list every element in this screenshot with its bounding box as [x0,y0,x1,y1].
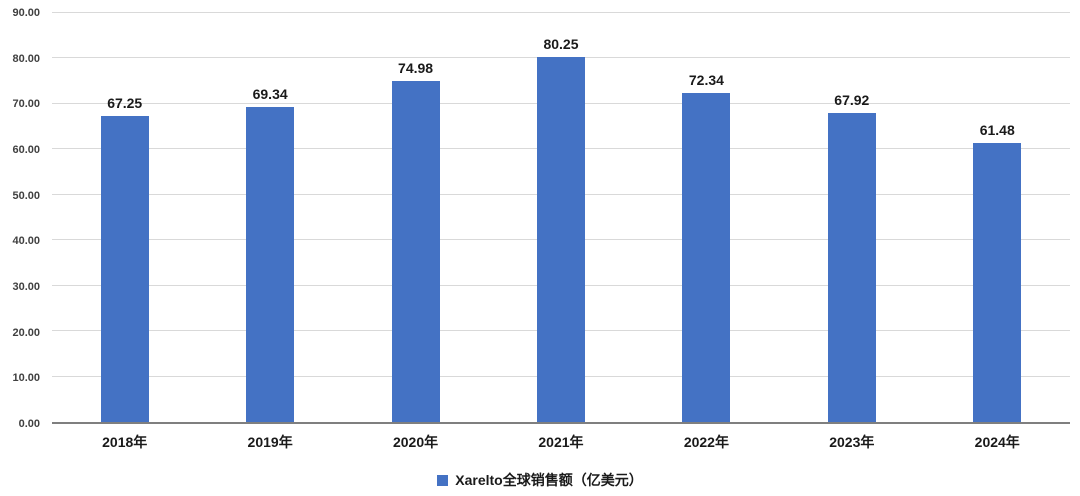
y-axis-tick-label: 80.00 [12,52,40,65]
bar-value-label: 72.34 [688,72,724,89]
y-axis-tick-label: 10.00 [12,372,40,385]
y-axis-tick-label: 60.00 [12,144,40,157]
legend-label: Xarelto全球销售额（亿美元） [455,472,643,488]
bar [536,57,585,422]
x-axis-category-label: 2024年 [974,434,1020,450]
x-axis-category-label: 2019年 [247,434,293,450]
bar-slot: 67.92 [779,13,924,422]
bar-slot: 61.48 [925,13,1070,422]
bar-slot: 74.98 [343,13,488,422]
bar-value-label: 67.92 [834,92,870,109]
y-axis-tick-label: 70.00 [12,98,40,111]
bar [973,142,1022,422]
bar [100,116,149,422]
bar-value-label: 61.48 [979,121,1015,138]
y-axis-tick-label: 40.00 [12,235,40,248]
x-axis-category-label: 2022年 [683,434,729,450]
y-axis-tick-label: 0.00 [18,418,40,430]
x-axis-category-label: 2020年 [392,434,439,450]
bar-slot: 69.34 [197,13,342,422]
gridline [52,12,1070,13]
x-axis-category-label: 2021年 [538,434,584,450]
bar-value-label: 80.25 [543,36,579,53]
bar-value-label: 74.98 [398,60,434,77]
y-axis-tick-label: 90.00 [12,7,40,19]
bar-slot: 80.25 [488,13,633,422]
y-axis: 0.00 10.00 20.00 30.00 40.00 50.00 60.00 70.00 8… [0,7,44,430]
y-axis-tick-label: 30.00 [12,281,40,294]
y-axis-tick-label: 50.00 [12,189,40,202]
bar-value-label: 69.34 [252,85,288,102]
bars-row: 67.25 69.34 74.98 80.25 72.34 67.92 61.48 [52,13,1070,422]
plot-area: 67.25 69.34 74.98 80.25 72.34 67.92 61.48 [52,12,1070,424]
x-axis: 2018年 2019年 2020年 2021年 2022年 2023年 2024年 [52,432,1070,454]
bar [391,81,440,422]
legend: Xarelto全球销售额（亿美元） [0,470,1080,490]
bar-slot: 67.25 [52,13,197,422]
x-axis-category-label: 2023年 [829,434,875,450]
bar [827,113,876,422]
bar-slot: 72.34 [634,13,779,422]
bar [246,106,295,422]
bar [682,93,731,422]
legend-swatch-icon [437,474,449,486]
x-axis-category-label: 2018年 [102,434,148,450]
bar-value-label: 67.25 [107,95,143,112]
y-axis-tick-label: 20.00 [12,326,40,339]
